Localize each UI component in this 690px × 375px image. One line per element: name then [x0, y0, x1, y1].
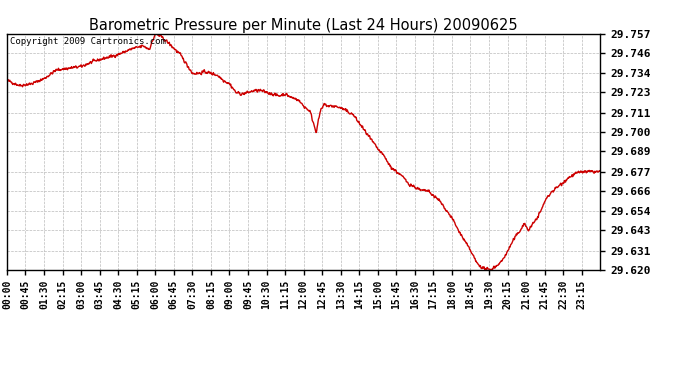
Title: Barometric Pressure per Minute (Last 24 Hours) 20090625: Barometric Pressure per Minute (Last 24 …: [89, 18, 518, 33]
Text: Copyright 2009 Cartronics.com: Copyright 2009 Cartronics.com: [10, 37, 166, 46]
